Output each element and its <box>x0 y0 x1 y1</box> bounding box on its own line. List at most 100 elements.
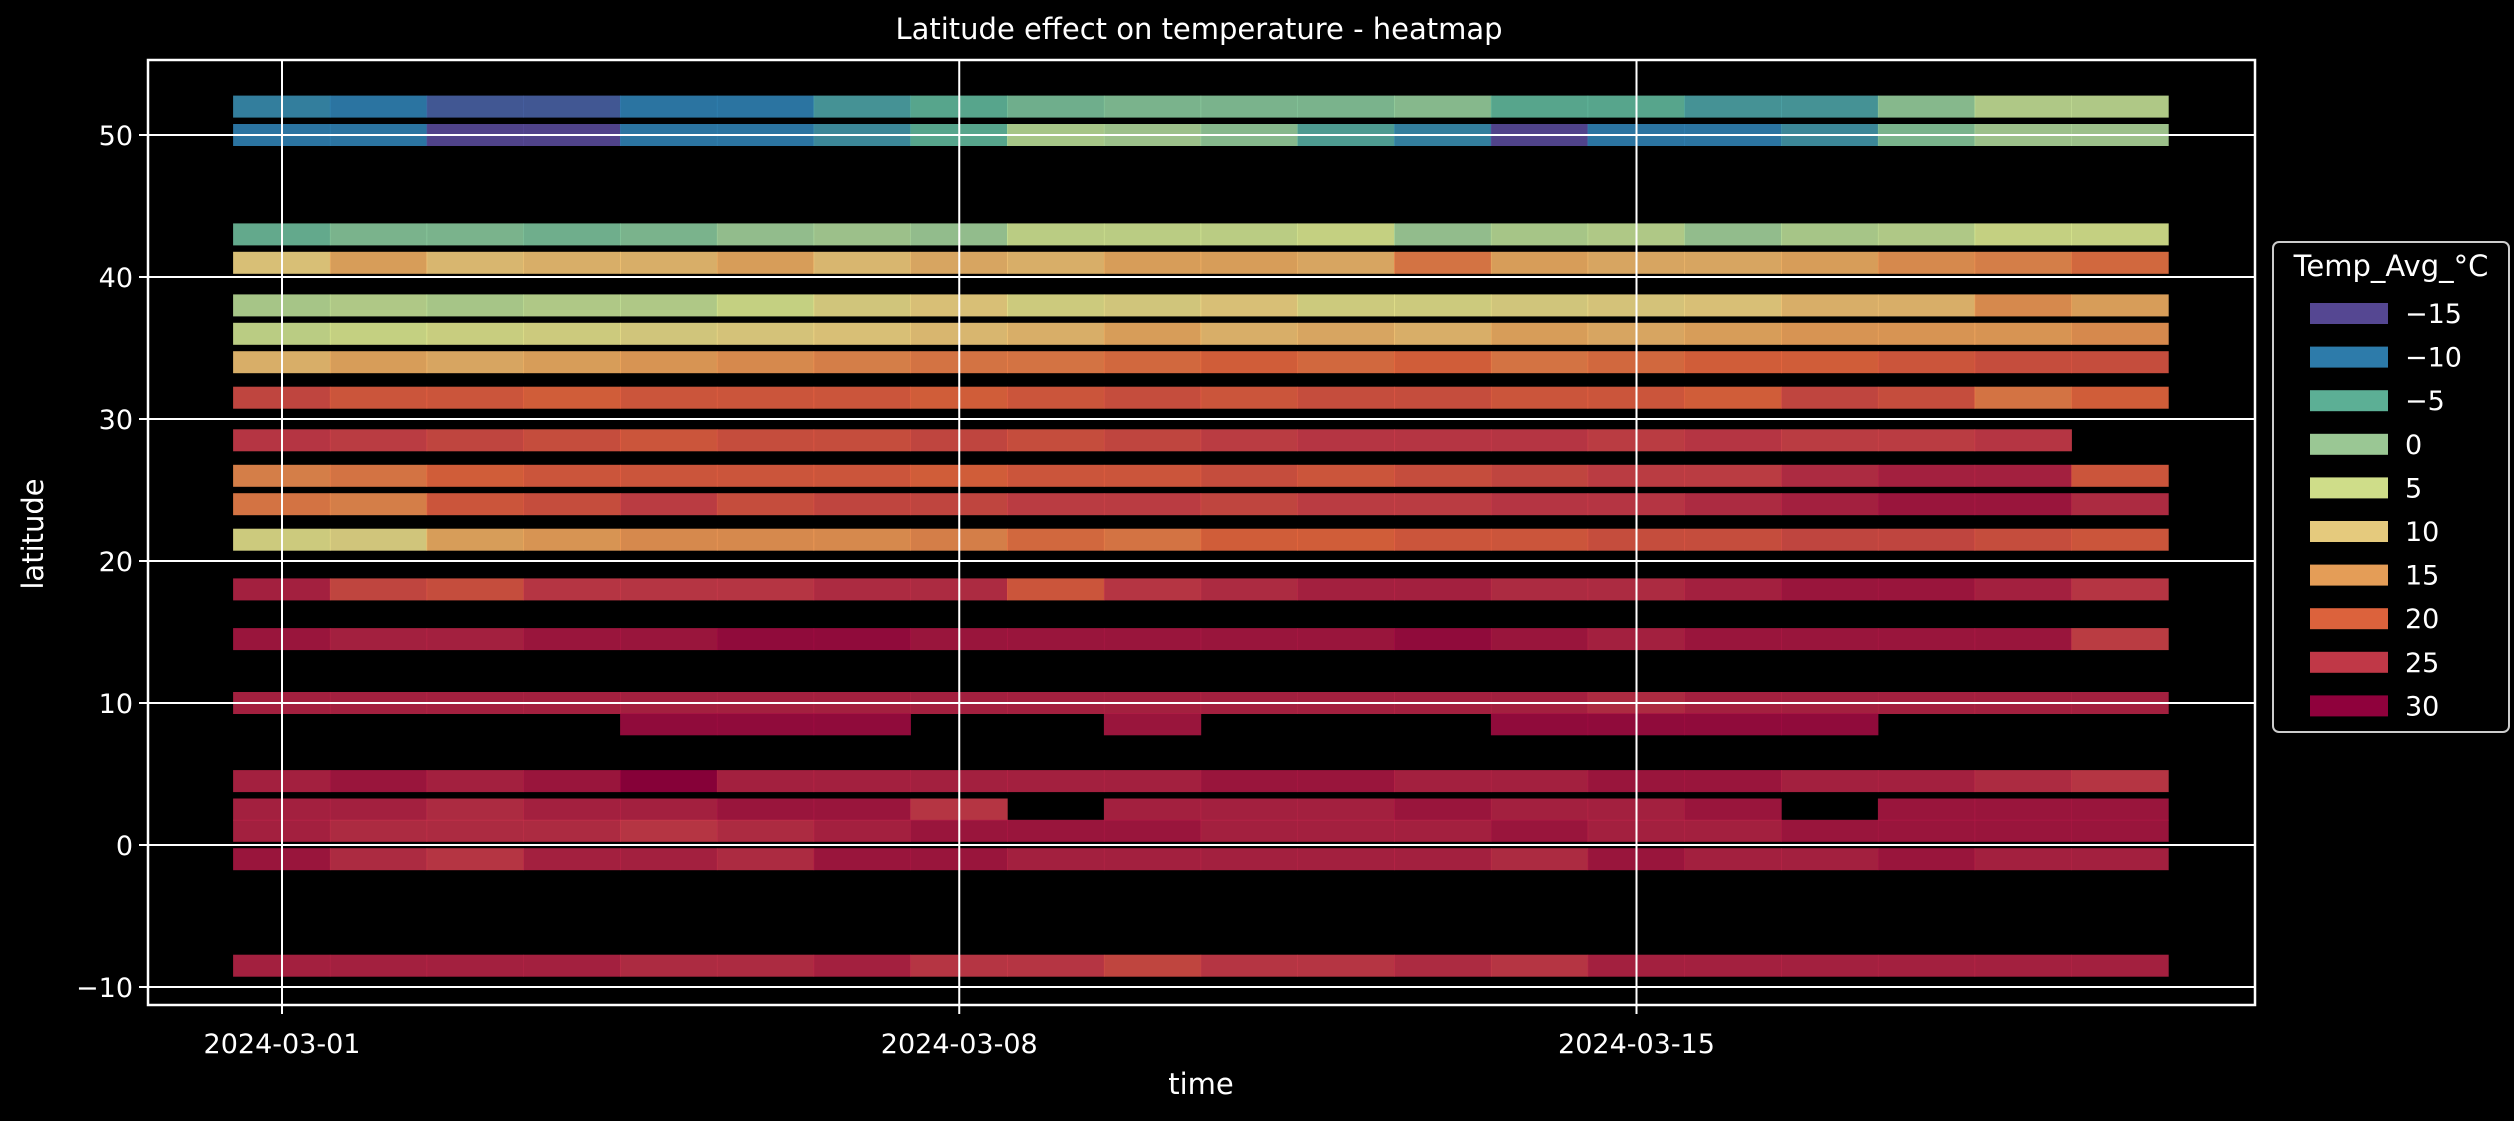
heatmap-cell <box>1103 95 1202 118</box>
heatmap-cell <box>813 386 911 409</box>
heatmap-cell <box>1394 223 1492 246</box>
y-tick-label: 40 <box>99 263 133 294</box>
heatmap-cell <box>426 578 524 601</box>
heatmap-cell <box>329 578 428 601</box>
heatmap-cell <box>1684 322 1782 345</box>
heatmap-cell <box>1490 954 1589 977</box>
heatmap-cell <box>716 251 815 274</box>
heatmap-cell <box>1394 848 1492 871</box>
heatmap-cell <box>1781 528 1879 551</box>
heatmap-cell <box>2071 954 2169 977</box>
heatmap-cell <box>1297 464 1395 487</box>
heatmap-cell <box>2071 770 2169 793</box>
heatmap-cell <box>1297 386 1395 409</box>
heatmap-cell <box>620 493 718 516</box>
heatmap-cell <box>1297 578 1395 601</box>
heatmap-cell <box>426 322 524 345</box>
heatmap-cell <box>1490 628 1589 651</box>
heatmap-cell <box>1200 322 1298 345</box>
heatmap-cell <box>1490 848 1589 871</box>
heatmap-cell <box>1103 294 1202 317</box>
heatmap-cell <box>1974 528 2072 551</box>
heatmap-cell <box>716 386 815 409</box>
heatmap-cell <box>1394 464 1492 487</box>
heatmap-cell <box>1103 713 1202 736</box>
heatmap-cell <box>620 628 718 651</box>
heatmap-cell <box>426 819 524 842</box>
heatmap-cell <box>1781 713 1879 736</box>
heatmap-cell <box>1103 819 1202 842</box>
heatmap-cell <box>523 848 621 871</box>
heatmap-cell <box>523 95 621 118</box>
heatmap-cell <box>1490 95 1589 118</box>
heatmap-cell <box>329 322 428 345</box>
heatmap-cell <box>1297 954 1395 977</box>
legend-label: 5 <box>2405 473 2422 504</box>
heatmap-cell <box>1297 95 1395 118</box>
heatmap-cell <box>523 464 621 487</box>
legend-swatch <box>2310 433 2388 455</box>
heatmap-cell <box>620 464 718 487</box>
heatmap-cell <box>2071 386 2169 409</box>
heatmap-cell <box>1684 464 1782 487</box>
x-axis-label: time <box>1168 1067 1234 1101</box>
heatmap-cell <box>1007 954 1105 977</box>
heatmap-cell <box>1200 429 1298 452</box>
heatmap-cell <box>1974 429 2072 452</box>
heatmap-cell <box>1394 386 1492 409</box>
heatmap-cell <box>523 251 621 274</box>
heatmap-cell <box>1781 493 1879 516</box>
legend-label: 10 <box>2405 517 2439 548</box>
heatmap-cell <box>1103 770 1202 793</box>
heatmap-cell <box>716 294 815 317</box>
heatmap-cell <box>1007 95 1105 118</box>
legend-label: 25 <box>2405 648 2439 679</box>
heatmap-cell <box>2071 819 2169 842</box>
heatmap-cell <box>1684 351 1782 374</box>
heatmap-cell <box>1007 819 1105 842</box>
heatmap-cell <box>1297 848 1395 871</box>
heatmap-cell <box>1394 351 1492 374</box>
heatmap-cell <box>1490 770 1589 793</box>
legend-label: 15 <box>2405 561 2439 592</box>
heatmap-cell <box>1781 770 1879 793</box>
heatmap-cell <box>2071 294 2169 317</box>
heatmap-cell <box>1394 294 1492 317</box>
heatmap-cells <box>233 95 2169 977</box>
heatmap-cell <box>1200 954 1298 977</box>
heatmap-cell <box>1974 954 2072 977</box>
heatmap-cell <box>1394 770 1492 793</box>
heatmap-cell <box>329 493 428 516</box>
heatmap-cell <box>1394 528 1492 551</box>
legend-swatch <box>2310 564 2388 586</box>
heatmap-cell <box>716 351 815 374</box>
heatmap-cell <box>1200 294 1298 317</box>
heatmap-cell <box>426 528 524 551</box>
heatmap-cell <box>2071 493 2169 516</box>
heatmap-cell <box>1200 493 1298 516</box>
heatmap-cell <box>1684 713 1782 736</box>
heatmap-cell <box>813 251 911 274</box>
heatmap-cell <box>620 322 718 345</box>
heatmap-cell <box>329 628 428 651</box>
heatmap-cell <box>1974 578 2072 601</box>
legend-label: −5 <box>2405 386 2445 417</box>
heatmap-cell <box>1490 223 1589 246</box>
heatmap-cell <box>1974 628 2072 651</box>
heatmap-cell <box>1490 798 1589 821</box>
heatmap-cell <box>523 628 621 651</box>
heatmap-cell <box>813 528 911 551</box>
heatmap-cell <box>1007 351 1105 374</box>
heatmap-cell <box>1877 493 1976 516</box>
heatmap-cell <box>1877 770 1976 793</box>
heatmap-cell <box>329 819 428 842</box>
heatmap-cell <box>1297 770 1395 793</box>
heatmap-cell <box>1200 528 1298 551</box>
heatmap-cell <box>1974 819 2072 842</box>
heatmap-cell <box>1877 628 1976 651</box>
heatmap-cell <box>1007 578 1105 601</box>
heatmap-cell <box>1877 223 1976 246</box>
heatmap-cell <box>1684 954 1782 977</box>
heatmap-cell <box>1394 493 1492 516</box>
heatmap-cell <box>620 223 718 246</box>
